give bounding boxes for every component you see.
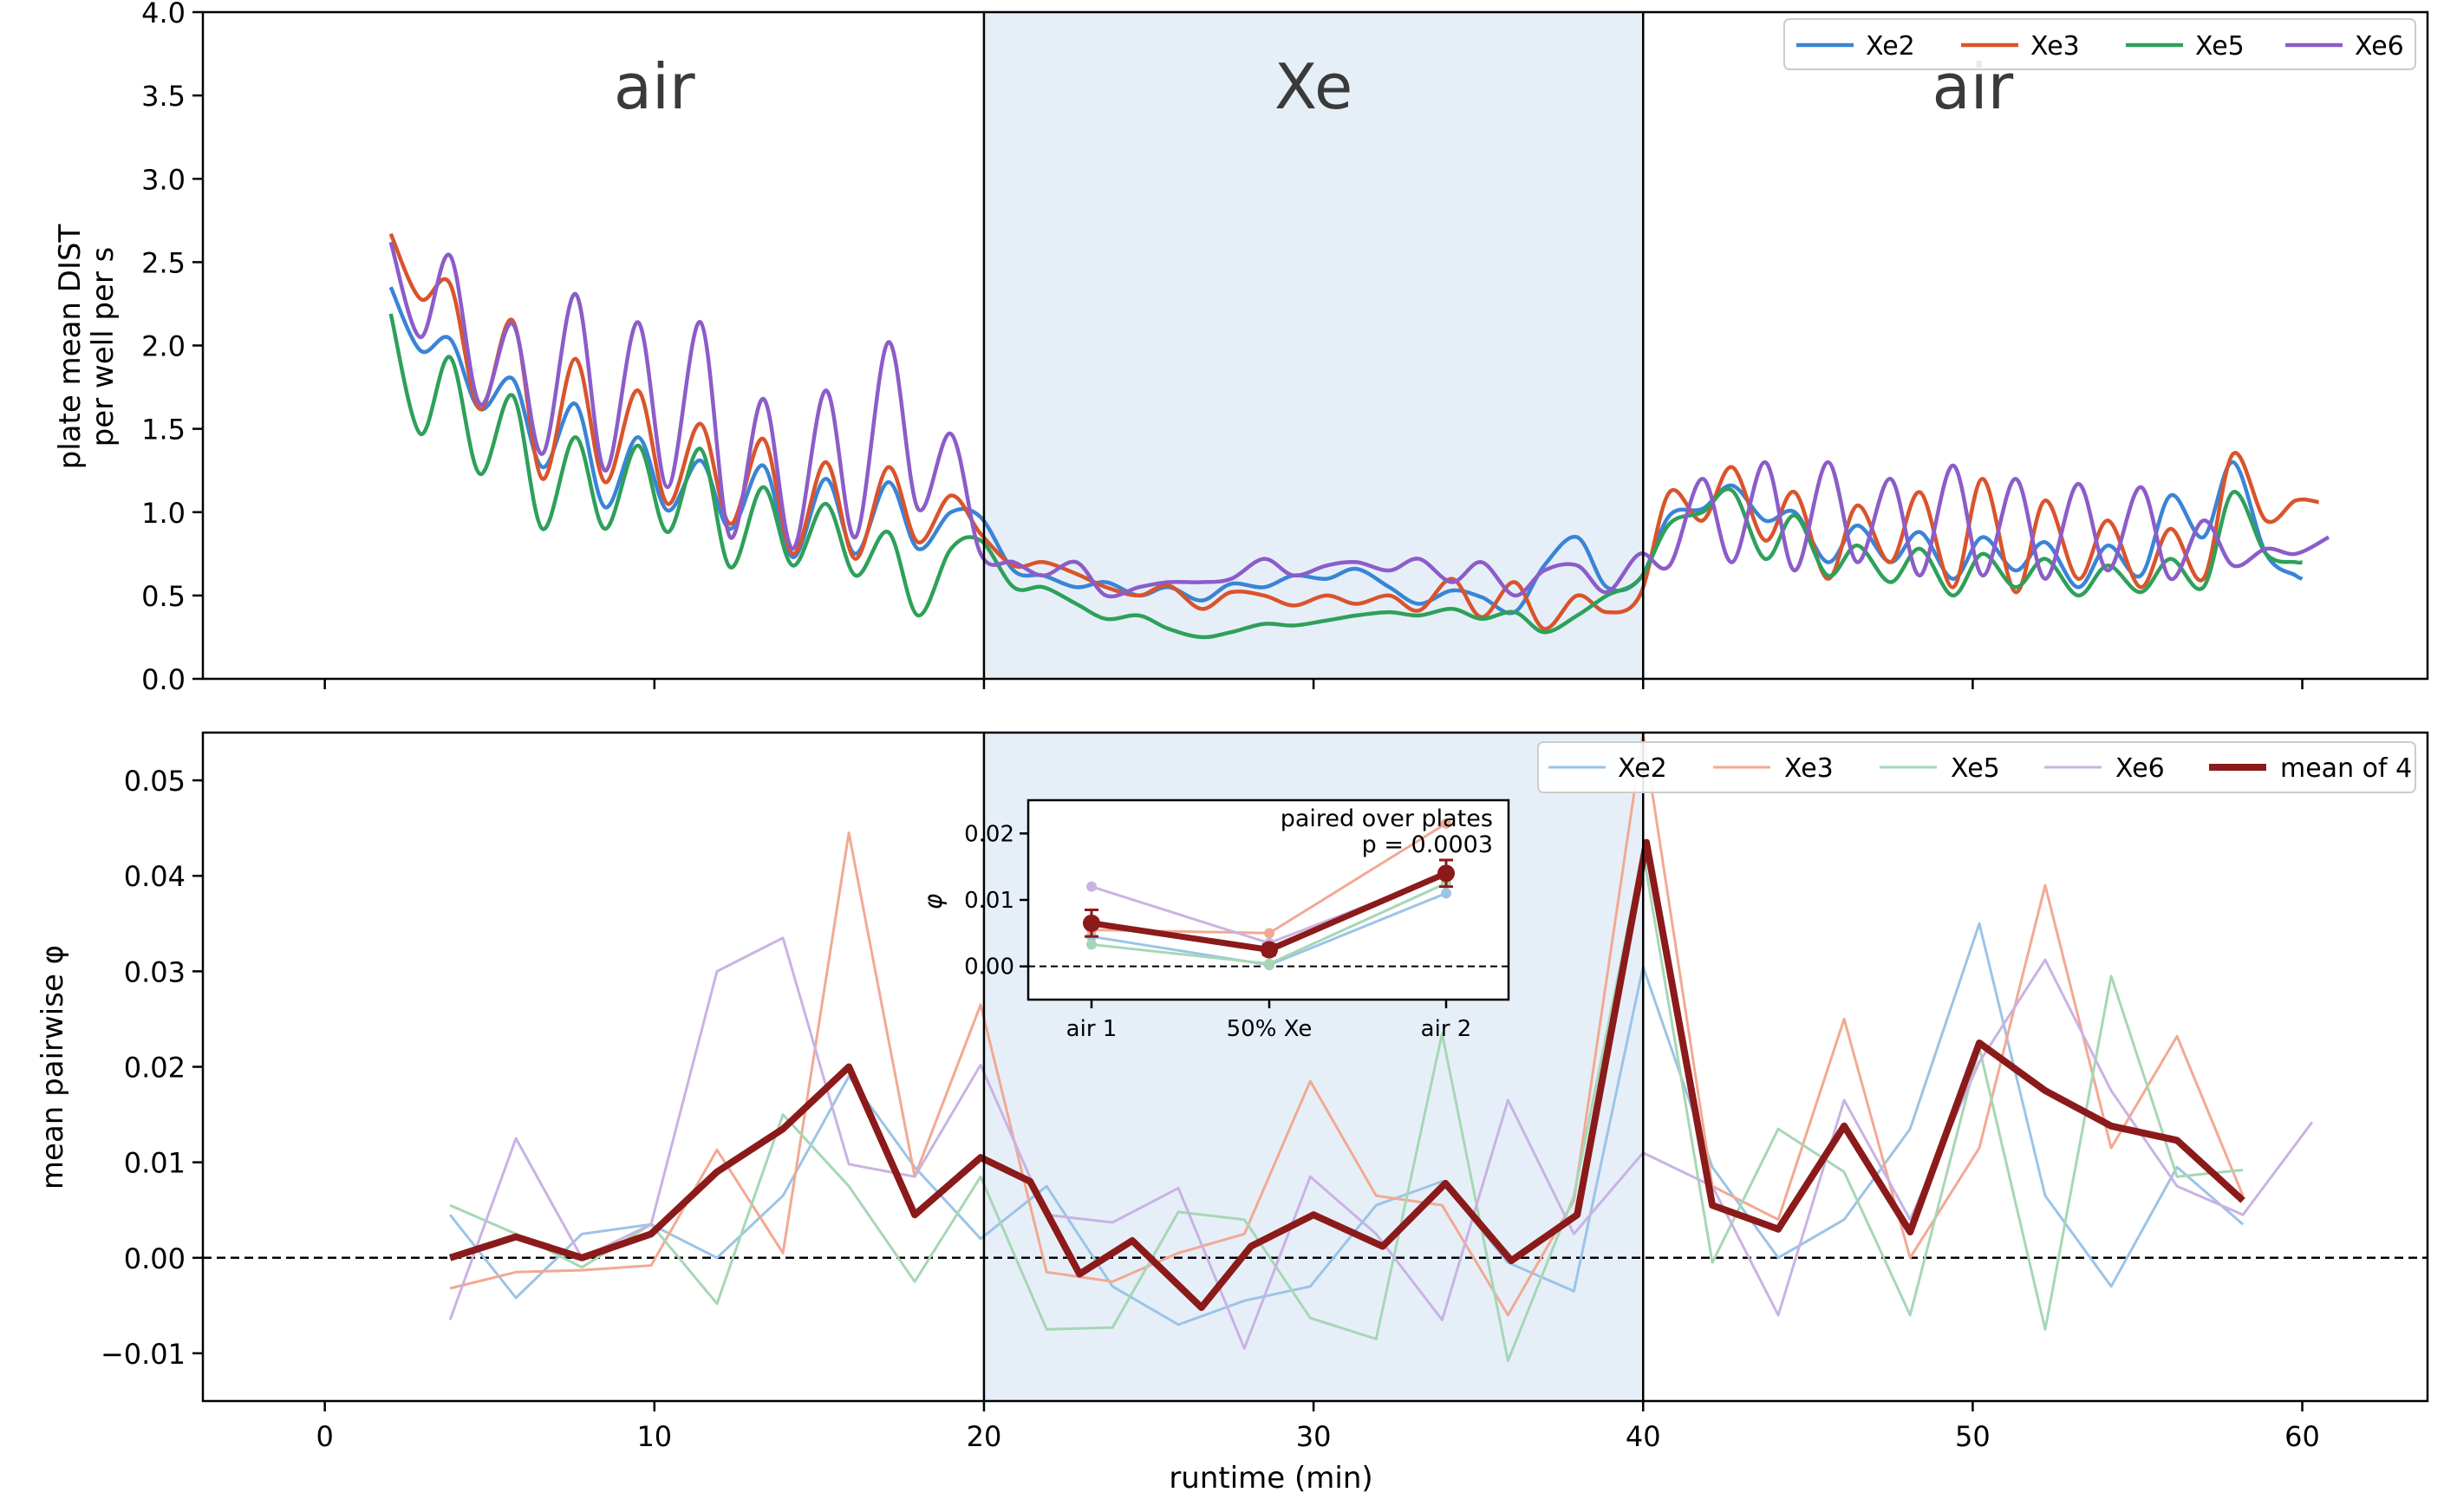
top-legend: Xe2 Xe3 Xe5 Xe6 [1783,18,2416,70]
bottom-series-line-xe2 [448,922,2245,1326]
bottom-y-tick-label: 0.01 [124,1147,186,1180]
top-series-line-xe5 [388,313,2304,640]
legend-label-xe5: Xe5 [2195,31,2245,62]
top-y-tick-label: 1.5 [141,414,186,446]
inset-point-xe5 [1264,958,1274,969]
bottom-y-tick-label: 0.05 [124,765,186,798]
bottom-y-ticks: −0.01 0.00 0.01 0.02 0.03 0.04 0.05 [101,765,203,1371]
legend-label-xe3: Xe3 [2030,31,2080,62]
inset-y-tick-label: 0.02 [964,821,1014,847]
inset-point-xe3 [1441,818,1451,829]
bottom-y-tick-label: 0.03 [124,955,186,988]
inset-x-tick-label: air 2 [1421,1016,1472,1042]
top-y-axis-label-line1: plate mean DIST [53,224,88,469]
top-y-tick-label: 0.5 [141,580,186,613]
inset-point-mean [1083,914,1100,932]
inset-annotation-line2: p = 0.0003 [1362,831,1493,858]
bottom-y-tick-label: 0.00 [124,1242,186,1275]
top-y-tick-label: 2.5 [141,246,186,279]
phase-label-xe: Xe [1274,50,1352,123]
top-series-group [388,232,2330,640]
top-x-ticks [323,679,2304,689]
inset-point-xe5 [1086,939,1097,950]
bottom-x-tick-label: 40 [1626,1420,1661,1453]
inset-y-axis-label: φ [919,893,948,909]
top-y-tick-label: 4.0 [141,0,186,29]
bottom-x-tick-label: 30 [1296,1420,1332,1453]
inset-annotation-line1: paired over plates [1281,805,1493,832]
bottom-series-line-xe5 [449,850,2244,1363]
inset-series-group [1083,818,1455,971]
bottom-x-tick-label: 50 [1955,1420,1991,1453]
top-y-axis-label-line2: per well per s [86,247,121,447]
inset-x-tick-label: air 1 [1066,1016,1118,1042]
top-series-line-xe2 [388,286,2304,616]
bottom-series-line-xe6 [448,936,2314,1350]
legend-label-xe6: Xe6 [2115,753,2165,784]
top-series-line-xe6 [388,241,2330,599]
bottom-y-tick-label: 0.02 [124,1052,186,1085]
inset-x-ticks: air 1 50% Xe air 2 [1066,1000,1472,1042]
legend-label-xe2: Xe2 [1866,31,1915,62]
inset-point-mean [1437,864,1455,883]
inset-point-xe2 [1441,888,1451,899]
top-y-ticks: 0.0 0.5 1.0 1.5 2.0 2.5 3.0 3.5 4.0 [141,0,203,696]
top-shaded-xe-region [983,12,1644,679]
inset-x-tick-label: 50% Xe [1227,1016,1313,1042]
bottom-x-tick-label: 20 [967,1420,1002,1453]
bottom-x-tick-label: 10 [636,1420,672,1453]
inset-point-mean [1261,941,1278,959]
x-axis-label: runtime (min) [1169,1461,1372,1496]
inset-panel: 0.00 0.01 0.02 air 1 50% Xe air 2 φ paired o… [919,798,1510,1042]
bottom-series-line-mean-of-4 [448,838,2245,1312]
inset-point-xe6 [1086,881,1097,892]
bottom-x-ticks: 0 10 20 30 40 50 60 [316,1401,2320,1453]
top-legend-box [1783,18,2416,70]
inset-y-ticks: 0.00 0.01 0.02 [964,821,1028,981]
bottom-x-tick-label: 60 [2284,1420,2320,1453]
legend-label-xe2: Xe2 [1618,753,1667,784]
bottom-y-tick-label: −0.01 [101,1338,186,1371]
top-y-tick-label: 3.0 [141,163,186,196]
top-y-tick-label: 0.0 [141,663,186,696]
top-y-tick-label: 2.0 [141,330,186,363]
top-y-tick-label: 1.0 [141,497,186,530]
top-y-tick-label: 3.5 [141,80,186,113]
legend-label-xe5: Xe5 [1951,753,2000,784]
inset-point-xe3 [1264,928,1274,939]
inset-y-tick-label: 0.01 [964,888,1014,914]
legend-label-mean: mean of 4 [2280,753,2412,784]
bottom-y-axis-label: mean pairwise φ [36,945,70,1189]
bottom-series-line-xe3 [449,733,2245,1317]
bottom-legend: Xe2 Xe3 Xe5 Xe6 mean of 4 [1537,741,2416,793]
phase-label-air-1: air [614,50,695,123]
bottom-legend-box [1537,741,2416,793]
bottom-x-tick-label: 0 [316,1420,333,1453]
inset-y-tick-label: 0.00 [964,955,1014,981]
bottom-series-group [448,733,2314,1363]
legend-label-xe3: Xe3 [1784,753,1834,784]
top-panel: air Xe air 0.00.51.01.52.02.53.03.54.0 p… [53,0,2429,696]
bottom-y-tick-label: 0.04 [124,860,186,893]
legend-label-xe6: Xe6 [2355,31,2404,62]
